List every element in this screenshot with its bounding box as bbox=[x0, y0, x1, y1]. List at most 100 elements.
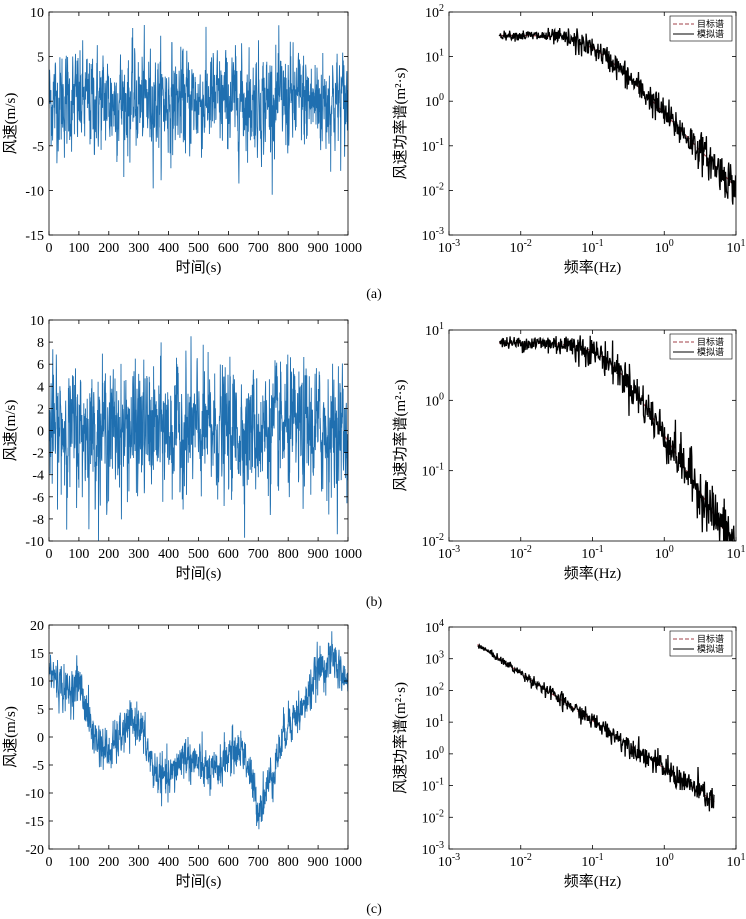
x-tick-label: 100 bbox=[655, 544, 674, 562]
series-line-1 bbox=[49, 631, 348, 830]
x-tick-label: 800 bbox=[278, 241, 299, 256]
y-tick-label: 10 bbox=[30, 314, 44, 329]
y-tick-label: -10 bbox=[25, 184, 44, 199]
x-tick-label: 0 bbox=[46, 241, 53, 256]
chart-b-time: 0 100 200 300 400 500 600 700 800 900 10001086420-… bbox=[2, 314, 362, 582]
y-tick-label: 5 bbox=[37, 51, 44, 66]
x-tick-label: 900 bbox=[308, 241, 329, 256]
y-tick-label: 10-2 bbox=[422, 181, 444, 199]
subfigure-caption: (c) bbox=[366, 902, 382, 917]
y-axis-label: 风速(m/s) bbox=[2, 93, 19, 155]
series-line-2 bbox=[477, 643, 715, 812]
y-tick-label: 5 bbox=[37, 703, 44, 718]
x-tick-label: 600 bbox=[218, 241, 239, 256]
x-tick-label: 0 bbox=[46, 855, 53, 870]
x-tick-label: 900 bbox=[308, 855, 329, 870]
y-tick-label: 0 bbox=[37, 731, 44, 746]
y-tick-label: 0 bbox=[37, 425, 44, 440]
y-tick-label: 100 bbox=[425, 92, 444, 110]
y-tick-label: 101 bbox=[425, 713, 444, 731]
y-axis-label: 风速功率谱(m²·s) bbox=[392, 682, 409, 794]
y-tick-label: 102 bbox=[425, 3, 444, 21]
x-tick-label: 500 bbox=[188, 855, 209, 870]
y-tick-label: 4 bbox=[37, 380, 44, 395]
x-axis-label: 频率(Hz) bbox=[564, 873, 621, 890]
plot-frame bbox=[448, 329, 737, 542]
series-line-1 bbox=[49, 336, 348, 541]
chart-a-psd: 10-3 10-2 10-1 100 101 102 101 100 10-1 10-2 10-3 频… bbox=[392, 3, 746, 276]
y-tick-label: 2 bbox=[37, 402, 44, 417]
y-tick-label: -5 bbox=[32, 759, 44, 774]
x-axis-label: 时间(s) bbox=[176, 873, 222, 890]
y-tick-label: 10-1 bbox=[422, 137, 444, 155]
x-tick-label: 1000 bbox=[334, 547, 362, 562]
x-axis-label: 时间(s) bbox=[176, 259, 222, 276]
y-axis-label: 风速功率谱(m²·s) bbox=[392, 68, 409, 180]
x-tick-label: 200 bbox=[98, 855, 119, 870]
x-tick-label: 101 bbox=[727, 238, 746, 256]
x-tick-label: 100 bbox=[68, 241, 89, 256]
chart-b-psd: 10-3 10-2 10-1 100 10110110010-110-2频率(Hz)风速… bbox=[392, 321, 746, 582]
y-tick-label: 101 bbox=[425, 321, 444, 339]
legend-label: 模拟谱 bbox=[697, 28, 724, 39]
chart-c-time: 0 100 200 300 400 500 600 700 800 900 1000 20 15 10 5 0… bbox=[2, 619, 362, 890]
y-tick-label: -15 bbox=[25, 815, 44, 830]
y-axis-label: 风速功率谱(m²·s) bbox=[392, 380, 409, 492]
x-tick-label: 400 bbox=[158, 241, 179, 256]
x-tick-label: 900 bbox=[308, 547, 329, 562]
x-axis-label: 时间(s) bbox=[176, 565, 222, 582]
x-axis-label: 频率(Hz) bbox=[564, 565, 621, 582]
x-tick-label: 100 bbox=[655, 238, 674, 256]
x-tick-label: 1000 bbox=[334, 855, 362, 870]
x-tick-label: 10-1 bbox=[581, 544, 603, 562]
subfigure-caption: (b) bbox=[366, 595, 383, 610]
x-tick-label: 10-3 bbox=[438, 238, 460, 256]
chart-c-psd: 10-3 10-2 10-1 100 101 104 103 102 101 100 10-1 10-… bbox=[392, 618, 746, 890]
y-tick-label: 8 bbox=[37, 336, 44, 351]
y-tick-label: 10-1 bbox=[422, 462, 444, 480]
x-tick-label: 100 bbox=[68, 855, 89, 870]
x-tick-label: 500 bbox=[188, 241, 209, 256]
x-tick-label: 600 bbox=[218, 855, 239, 870]
y-tick-label: -8 bbox=[32, 513, 44, 528]
y-tick-label: 10-3 bbox=[422, 226, 444, 244]
legend-box bbox=[669, 15, 733, 42]
y-tick-label: 100 bbox=[425, 745, 444, 763]
x-tick-label: 800 bbox=[278, 547, 299, 562]
x-tick-label: 200 bbox=[98, 241, 119, 256]
legend-label: 目标谱 bbox=[697, 336, 724, 347]
legend-box bbox=[669, 630, 733, 657]
y-tick-label: 10-2 bbox=[422, 808, 444, 826]
y-axis-label: 风速(m/s) bbox=[2, 400, 19, 462]
series-line-2 bbox=[498, 27, 736, 205]
x-tick-label: 700 bbox=[248, 855, 269, 870]
y-tick-label: 10-1 bbox=[422, 777, 444, 795]
y-tick-label: 104 bbox=[425, 618, 444, 636]
x-tick-label: 10-2 bbox=[510, 238, 532, 256]
y-tick-label: -6 bbox=[32, 491, 44, 506]
x-tick-label: 400 bbox=[158, 855, 179, 870]
y-tick-label: 10-2 bbox=[422, 532, 444, 550]
y-tick-label: -4 bbox=[32, 469, 44, 484]
y-tick-label: -5 bbox=[32, 140, 44, 155]
x-tick-label: 10-2 bbox=[510, 544, 532, 562]
legend-label: 模拟谱 bbox=[697, 643, 724, 654]
y-tick-label: 100 bbox=[425, 391, 444, 409]
y-tick-label: 10-3 bbox=[422, 840, 444, 858]
subfigure-caption: (a) bbox=[366, 287, 382, 302]
x-tick-label: 101 bbox=[727, 544, 746, 562]
y-tick-label: 20 bbox=[30, 619, 44, 634]
x-tick-label: 10-1 bbox=[581, 238, 603, 256]
x-tick-label: 100 bbox=[68, 547, 89, 562]
y-tick-label: 103 bbox=[425, 650, 444, 668]
x-tick-label: 700 bbox=[248, 241, 269, 256]
y-tick-label: -20 bbox=[25, 843, 44, 858]
x-tick-label: 400 bbox=[158, 547, 179, 562]
legend-label: 目标谱 bbox=[697, 633, 724, 644]
y-tick-label: -2 bbox=[32, 447, 44, 462]
x-tick-label: 10-1 bbox=[581, 852, 603, 870]
x-tick-label: 200 bbox=[98, 547, 119, 562]
x-tick-label: 700 bbox=[248, 547, 269, 562]
y-tick-label: 10 bbox=[30, 675, 44, 690]
